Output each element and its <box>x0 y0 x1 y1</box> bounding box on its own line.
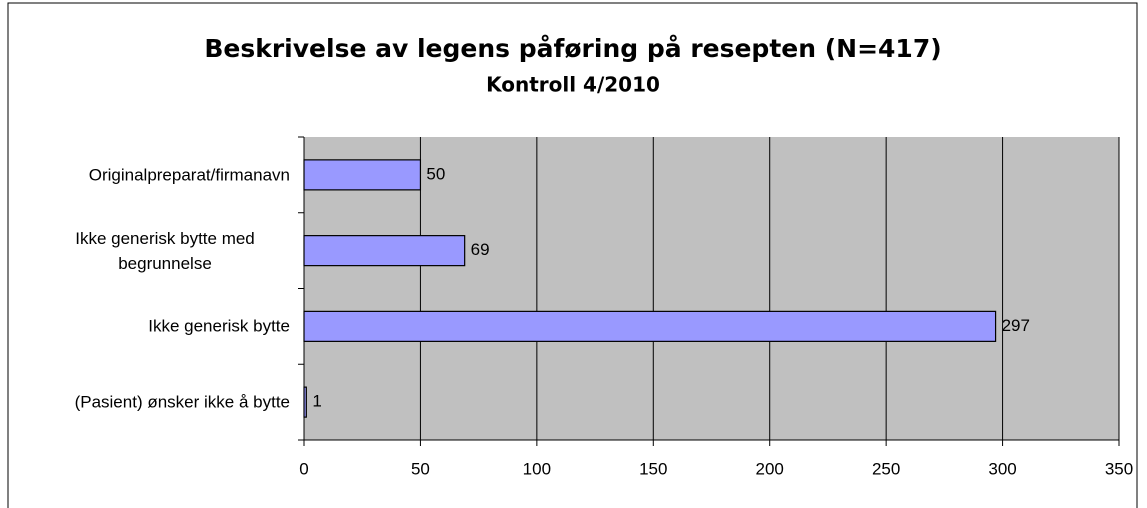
y-tick-label: Originalpreparat/firmanavn <box>88 165 290 185</box>
chart-title: Beskrivelse av legens påføring på resept… <box>204 34 941 63</box>
bar <box>303 235 466 267</box>
y-tick-label: Ikke generisk bytte med begrunnelse <box>75 228 255 273</box>
y-tick-label-box: (Pasient) ønsker ikke å bytte <box>10 390 290 415</box>
bar <box>303 310 997 342</box>
bar <box>303 159 422 191</box>
y-tick-label: Ikke generisk bytte <box>148 316 290 336</box>
y-tick-label-box: Ikke generisk bytte <box>10 314 290 339</box>
data-label: 69 <box>471 240 490 259</box>
y-tick-label-box: Originalpreparat/firmanavn <box>10 162 290 187</box>
data-label: 297 <box>1002 316 1030 335</box>
chart-subtitle: Kontroll 4/2010 <box>486 73 660 97</box>
plot-area <box>304 137 1119 440</box>
data-label: 50 <box>426 164 445 183</box>
x-tick-label: 300 <box>988 459 1016 478</box>
x-tick-label: 200 <box>756 459 784 478</box>
x-tick-label: 150 <box>639 459 667 478</box>
x-tick-label: 350 <box>1105 459 1133 478</box>
x-tick-label: 100 <box>523 459 551 478</box>
data-label: 1 <box>312 392 321 411</box>
y-tick-label-box: Ikke generisk bytte med begrunnelse <box>10 226 290 276</box>
x-tick-label: 0 <box>299 459 308 478</box>
x-tick-label: 250 <box>872 459 900 478</box>
y-tick-label: (Pasient) ønsker ikke å bytte <box>74 392 290 412</box>
bar <box>303 386 307 418</box>
x-tick-label: 50 <box>411 459 430 478</box>
